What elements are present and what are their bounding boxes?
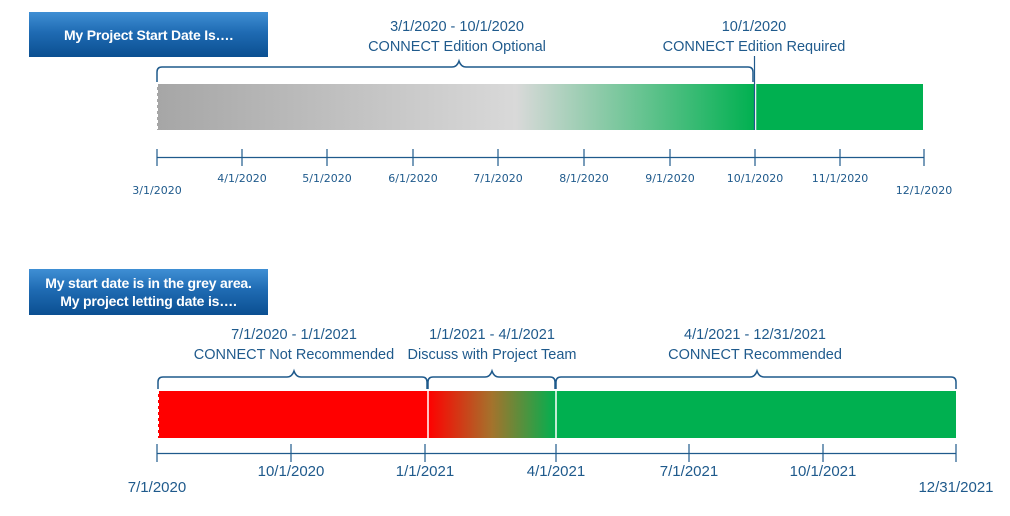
top-axis-ticks: 3/1/2020 4/1/2020 5/1/2020 6/1/2020 7/1/2020… bbox=[132, 149, 952, 197]
bottom-axis-tick-label: 10/1/2020 bbox=[258, 463, 325, 480]
top-bar-optional bbox=[157, 84, 755, 130]
bottom-not-rec-range: 7/1/2020 - 1/1/2021 bbox=[231, 327, 357, 343]
bottom-axis-tick-label: 1/1/2021 bbox=[396, 463, 454, 480]
bottom-discuss-range: 1/1/2021 - 4/1/2021 bbox=[429, 327, 555, 343]
letting-date-header-button[interactable]: My start date is in the grey area. My pr… bbox=[29, 269, 268, 315]
bottom-rec-range: 4/1/2021 - 12/31/2021 bbox=[684, 327, 826, 343]
top-axis-tick-label: 8/1/2020 bbox=[559, 172, 608, 185]
bottom-brace-not-recommended bbox=[157, 368, 428, 389]
top-axis-tick-label: 6/1/2020 bbox=[388, 172, 437, 185]
start-date-header-button[interactable]: My Project Start Date Is…. bbox=[29, 12, 268, 57]
bottom-bar-not-recommended bbox=[158, 391, 428, 438]
top-timeline: 3/1/2020 - 10/1/2020 CONNECT Edition Opt… bbox=[132, 19, 952, 197]
bottom-bar-discuss bbox=[428, 391, 556, 438]
bottom-axis-tick-label: 7/1/2020 bbox=[128, 479, 186, 496]
top-axis-tick-label: 10/1/2020 bbox=[727, 172, 783, 185]
top-axis-tick-label: 4/1/2020 bbox=[217, 172, 266, 185]
top-axis-tick-label: 5/1/2020 bbox=[302, 172, 351, 185]
bottom-axis-tick-label: 12/31/2021 bbox=[918, 479, 993, 496]
top-required-text: CONNECT Edition Required bbox=[663, 39, 846, 55]
bottom-axis-ticks: 7/1/2020 10/1/2020 1/1/2021 4/1/2021 7/1/202… bbox=[128, 444, 994, 496]
top-axis-tick-label: 3/1/2020 bbox=[132, 184, 181, 197]
letting-date-header-line1: My start date is in the grey area. bbox=[45, 275, 252, 291]
top-required-date: 10/1/2020 bbox=[722, 19, 787, 35]
bottom-axis-tick-label: 4/1/2021 bbox=[527, 463, 585, 480]
bottom-axis-tick-label: 10/1/2021 bbox=[790, 463, 857, 480]
start-date-header-label: My Project Start Date Is…. bbox=[63, 26, 234, 43]
bottom-brace-discuss bbox=[427, 368, 556, 389]
letting-date-header-line2: My project letting date is…. bbox=[60, 293, 237, 309]
top-axis-tick-label: 11/1/2020 bbox=[812, 172, 868, 185]
bottom-not-rec-text: CONNECT Not Recommended bbox=[194, 347, 394, 363]
top-axis-tick-label: 7/1/2020 bbox=[473, 172, 522, 185]
bottom-bar-recommended bbox=[556, 391, 956, 438]
bottom-rec-text: CONNECT Recommended bbox=[668, 347, 842, 363]
bottom-axis-tick-label: 7/1/2021 bbox=[660, 463, 718, 480]
top-axis-tick-label: 12/1/2020 bbox=[896, 184, 952, 197]
top-optional-range: 3/1/2020 - 10/1/2020 bbox=[390, 19, 524, 35]
top-bar-required bbox=[756, 84, 923, 130]
top-optional-text: CONNECT Edition Optional bbox=[368, 39, 546, 55]
top-axis-tick-label: 9/1/2020 bbox=[645, 172, 694, 185]
bottom-brace-recommended bbox=[555, 368, 957, 389]
top-brace-optional bbox=[156, 58, 754, 82]
bottom-timeline: 7/1/2020 - 1/1/2021 CONNECT Not Recommen… bbox=[128, 327, 994, 496]
bottom-discuss-text: Discuss with Project Team bbox=[408, 347, 577, 363]
